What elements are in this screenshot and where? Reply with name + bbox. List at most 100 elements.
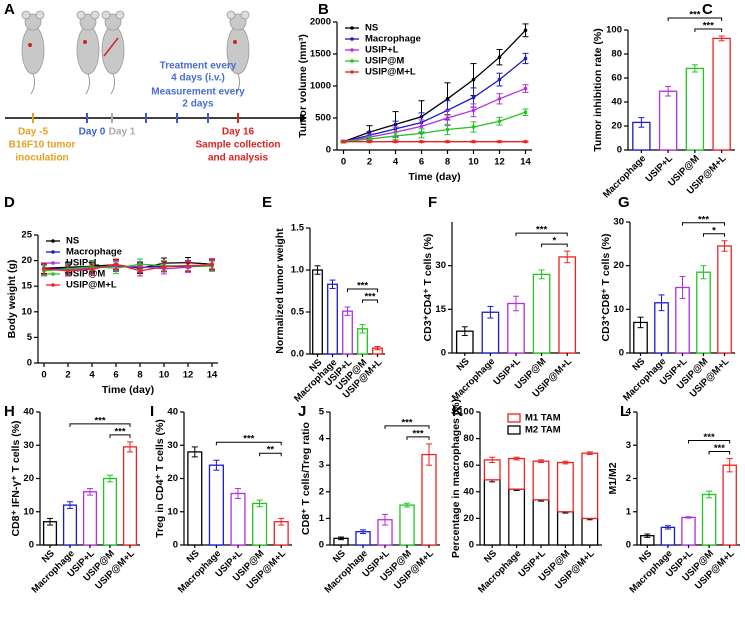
sample-text: and analysis <box>208 153 268 164</box>
y-axis-label: Normalized tumor weight <box>274 228 286 354</box>
x-tick-label: 14 <box>520 157 531 168</box>
data-point <box>471 108 476 113</box>
data-point <box>497 97 502 101</box>
significance-label: *** <box>704 432 715 443</box>
y-axis-label: Treg in CD4⁺ T cells (%) <box>154 419 166 538</box>
significance-label: *** <box>364 291 375 302</box>
day-label: Day 16 <box>222 127 255 138</box>
bar-segment <box>483 479 501 546</box>
y-tick-label: 1 <box>319 513 325 524</box>
data-point <box>445 139 450 144</box>
legend-marker <box>350 37 354 41</box>
data-point <box>523 28 528 33</box>
measurement-text: Measurement every <box>151 87 245 98</box>
y-tick-label: 0 <box>441 348 446 359</box>
data-point <box>471 139 476 144</box>
treatment-text: Treatment every <box>160 61 237 72</box>
legend-marker <box>51 283 55 287</box>
x-tick-label: 12 <box>183 370 194 381</box>
y-tick-label: 15 <box>435 304 446 315</box>
significance-bracket <box>694 28 723 32</box>
significance-bracket <box>347 288 378 292</box>
data-point <box>523 86 528 91</box>
y-tick-label: 20 <box>611 121 622 132</box>
day-label: Day -5 <box>18 127 48 138</box>
data-point <box>471 95 476 100</box>
bar <box>722 464 737 546</box>
y-tick-label: 0 <box>173 540 178 551</box>
bar <box>187 451 203 546</box>
data-point <box>419 139 424 144</box>
panel-letter: A <box>4 1 15 18</box>
y-tick-label: 0 <box>29 540 34 551</box>
x-tick-label: 2 <box>65 370 70 381</box>
bar <box>312 269 323 355</box>
significance-label: * <box>712 225 716 236</box>
x-tick-label: 10 <box>159 370 170 381</box>
inoculation-text: inoculation <box>15 153 68 164</box>
y-tick-label: 30 <box>613 217 624 228</box>
panel-letter: D <box>4 194 15 211</box>
data-point <box>471 125 476 129</box>
y-tick-label: 100 <box>458 407 474 418</box>
legend-label: USIP@M <box>365 56 404 67</box>
laser-beam <box>103 37 119 57</box>
legend-label: NS <box>365 23 378 34</box>
x-tick-label: 8 <box>445 157 450 168</box>
significance-bracket <box>682 222 725 226</box>
significance-label: *** <box>714 443 725 454</box>
significance-label: *** <box>357 280 368 291</box>
bar-segment <box>508 488 526 546</box>
bar-segment <box>532 499 550 546</box>
x-axis-label: Time (day) <box>102 384 154 396</box>
data-point <box>393 139 398 144</box>
y-tick-label: 0.0 <box>291 349 304 360</box>
y-tick-label: 40 <box>463 486 474 497</box>
bar <box>421 453 437 546</box>
tumor-dot <box>83 40 87 44</box>
panel-letter: B <box>318 1 329 18</box>
treatment-text: 4 days (i.v.) <box>171 73 225 84</box>
data-point <box>445 116 450 120</box>
significance-label: *** <box>94 415 105 426</box>
data-point <box>523 56 528 61</box>
data-point <box>210 262 214 267</box>
significance-label: *** <box>536 225 547 236</box>
series-line <box>43 263 213 272</box>
data-point <box>471 77 476 82</box>
significance-label: * <box>553 236 557 247</box>
y-tick-label: 5 <box>319 407 325 418</box>
data-point <box>445 97 450 101</box>
bar <box>102 477 118 546</box>
y-tick-label: 0 <box>469 540 474 551</box>
y-tick-label: 100 <box>606 25 622 36</box>
panel-letter: C <box>702 1 713 18</box>
data-point <box>367 139 372 144</box>
y-axis-label: CD8⁺ T cells/Treg ratio <box>300 422 312 535</box>
significance-bracket <box>688 440 731 444</box>
significance-label: ** <box>267 445 275 456</box>
legend-swatch <box>507 425 521 435</box>
significance-bracket <box>667 17 723 21</box>
day-label: Day 0 <box>79 127 106 138</box>
y-tick-label: 25 <box>21 230 32 241</box>
data-point <box>114 262 118 266</box>
significance-bracket <box>541 243 568 248</box>
legend-label: USIP@M+L <box>365 67 416 78</box>
bar-segment <box>556 461 574 513</box>
bar <box>696 271 711 354</box>
y-tick-label: 4 <box>626 407 632 418</box>
x-tick-label: NS <box>185 548 202 565</box>
legend-marker <box>51 250 55 254</box>
panel-letter: G <box>618 194 630 211</box>
y-tick-label: 3 <box>319 460 324 471</box>
legend-label: USIP@M+L <box>66 280 117 291</box>
y-tick-label: 20 <box>613 260 624 271</box>
y-tick-label: 30 <box>23 440 34 451</box>
legend-label: USIP+L <box>365 45 399 56</box>
bar <box>660 526 676 546</box>
significance-bracket <box>215 441 282 446</box>
x-tick-label: 6 <box>419 157 424 168</box>
y-tick-label: 5 <box>27 332 33 343</box>
